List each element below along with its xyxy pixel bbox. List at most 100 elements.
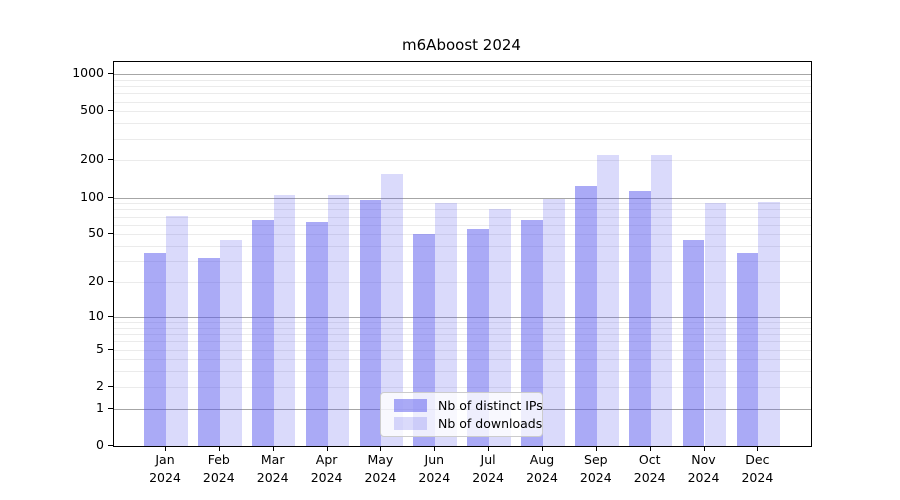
- minor-gridline: [114, 359, 811, 361]
- major-gridline: [114, 74, 811, 75]
- bar-nb-of-downloads-feb: [219, 239, 242, 446]
- minor-gridline: [114, 224, 811, 226]
- minor-gridline: [114, 86, 811, 87]
- bar-nb-of-downloads-jun: [435, 202, 458, 446]
- x-tick-mark: [272, 446, 274, 451]
- y-tick-mark: [108, 315, 113, 317]
- minor-gridline: [114, 334, 811, 335]
- minor-gridline: [114, 79, 811, 81]
- bar-nb-of-downloads-sep: [596, 154, 619, 446]
- bar-nb-of-distinct-ips-mar: [251, 219, 274, 446]
- bar-nb-of-distinct-ips-dec: [736, 253, 759, 446]
- x-tick-label-sep: Sep 2024: [579, 452, 612, 485]
- x-tick-label-oct: Oct 2024: [633, 452, 666, 485]
- x-tick-label-dec: Dec 2024: [741, 452, 774, 485]
- minor-gridline: [114, 160, 811, 162]
- bar-nb-of-distinct-ips-apr: [305, 222, 328, 446]
- minor-gridline: [114, 93, 811, 95]
- y-tick-mark: [108, 73, 113, 74]
- x-tick-label-jul: Jul 2024: [472, 452, 504, 485]
- x-tick-label-nov: Nov 2024: [687, 452, 720, 485]
- x-tick-mark: [434, 446, 436, 451]
- minor-gridline: [114, 282, 811, 284]
- plot-area: [113, 61, 812, 447]
- x-tick-mark: [757, 446, 759, 451]
- y-tick-mark: [108, 407, 113, 409]
- minor-gridline: [114, 123, 811, 125]
- x-tick-mark: [488, 446, 490, 451]
- y-tick-label: 1: [96, 399, 104, 415]
- legend-item-downloads: Nb of downloads: [394, 416, 542, 431]
- y-tick-mark: [108, 385, 113, 387]
- legend-swatch-distinct-ips: [394, 399, 427, 412]
- x-tick-mark: [326, 446, 328, 451]
- y-tick-label: 200: [80, 151, 104, 167]
- legend: Nb of distinct IPs Nb of downloads: [380, 392, 543, 437]
- bar-nb-of-downloads-mar: [273, 195, 296, 446]
- minor-gridline: [114, 341, 811, 343]
- y-tick-label: 10: [88, 307, 104, 323]
- y-tick-mark: [108, 233, 113, 235]
- minor-gridline: [114, 209, 811, 211]
- major-gridline: [114, 197, 811, 199]
- minor-gridline: [114, 261, 811, 263]
- x-tick-mark: [703, 446, 705, 451]
- bar-nb-of-downloads-dec: [758, 201, 781, 446]
- y-tick-label: 2: [96, 377, 104, 393]
- bar-nb-of-downloads-may: [381, 174, 404, 446]
- y-tick-label: 5: [96, 340, 104, 356]
- bar-nb-of-downloads-jul: [489, 208, 511, 446]
- minor-gridline: [114, 349, 811, 351]
- bar-nb-of-distinct-ips-feb: [198, 257, 220, 446]
- bar-nb-of-downloads-jan: [166, 215, 188, 446]
- bar-nb-of-distinct-ips-may: [359, 200, 382, 446]
- minor-gridline: [114, 203, 811, 205]
- minor-gridline: [114, 371, 811, 373]
- bar-nb-of-distinct-ips-oct: [628, 190, 651, 446]
- legend-label-downloads: Nb of downloads: [438, 416, 543, 431]
- y-tick-mark: [108, 196, 113, 198]
- x-tick-label-mar: Mar 2024: [256, 452, 289, 485]
- minor-gridline: [114, 101, 811, 103]
- x-tick-label-apr: Apr 2024: [310, 452, 343, 485]
- bar-nb-of-distinct-ips-nov: [682, 239, 705, 446]
- major-gridline: [114, 316, 811, 318]
- legend-item-distinct-ips: Nb of distinct IPs: [394, 398, 543, 413]
- minor-gridline: [114, 322, 811, 323]
- y-tick-label: 100: [80, 188, 104, 204]
- x-tick-label-aug: Aug 2024: [526, 452, 558, 485]
- bar-nb-of-distinct-ips-sep: [575, 186, 597, 446]
- x-tick-mark: [595, 446, 597, 451]
- bar-nb-of-downloads-apr: [327, 195, 350, 446]
- x-tick-label-may: May 2024: [364, 452, 397, 485]
- y-tick-label: 20: [88, 273, 104, 289]
- y-tick-mark: [108, 445, 113, 446]
- chart-title: m6Aboost 2024: [402, 36, 521, 54]
- y-tick-label: 500: [80, 102, 104, 118]
- y-tick-mark: [108, 159, 113, 161]
- bar-nb-of-distinct-ips-aug: [521, 220, 543, 446]
- y-tick-mark: [108, 348, 113, 350]
- minor-gridline: [114, 216, 811, 218]
- x-tick-label-jun: Jun 2024: [418, 452, 451, 485]
- x-tick-label-feb: Feb 2024: [202, 452, 235, 485]
- y-tick-mark: [108, 110, 113, 112]
- minor-gridline: [114, 327, 811, 329]
- legend-label-distinct-ips: Nb of distinct IPs: [438, 398, 543, 413]
- legend-swatch-downloads: [394, 417, 427, 430]
- x-tick-mark: [218, 446, 220, 451]
- x-tick-mark: [380, 446, 382, 451]
- y-tick-label: 0: [96, 437, 104, 452]
- y-tick-label: 1000: [72, 65, 104, 80]
- minor-gridline: [114, 386, 811, 388]
- minor-gridline: [114, 138, 811, 140]
- bar-nb-of-distinct-ips-jul: [467, 229, 490, 446]
- y-tick-mark: [108, 281, 113, 283]
- bar-nb-of-distinct-ips-jan: [144, 253, 166, 446]
- y-tick-label: 50: [88, 225, 104, 241]
- x-tick-label-jan: Jan 2024: [149, 452, 181, 485]
- bar-nb-of-downloads-nov: [704, 202, 727, 446]
- x-tick-mark: [165, 446, 166, 451]
- bar-nb-of-downloads-oct: [650, 154, 673, 446]
